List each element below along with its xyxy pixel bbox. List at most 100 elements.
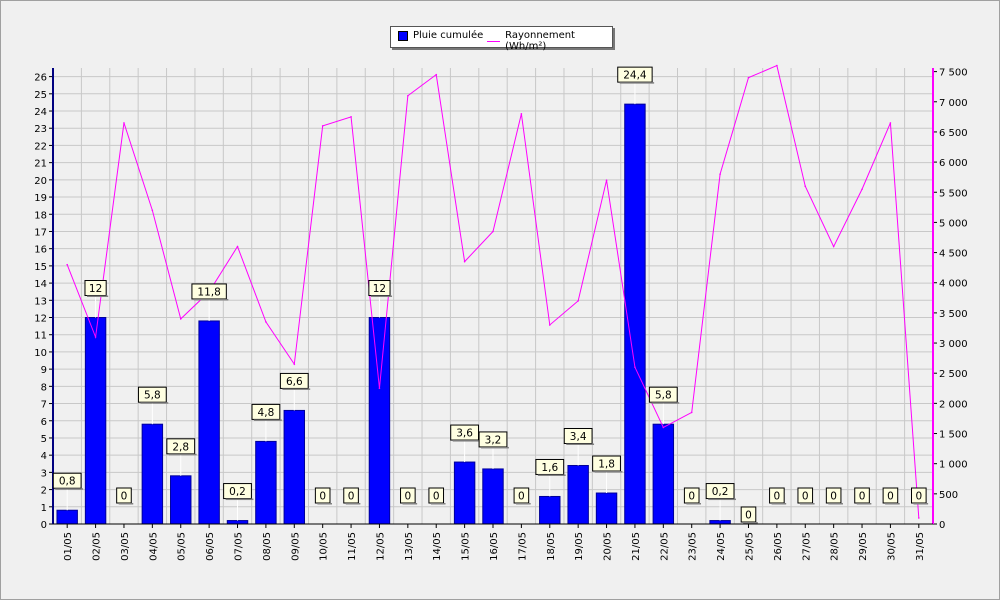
bar-value-label: 0 <box>745 510 752 522</box>
x-tick-label: 04/05 <box>148 532 159 561</box>
rain-bar <box>84 317 107 525</box>
y-right-tick-label: 1 000 <box>939 460 968 471</box>
bar-value-label-shadow <box>345 503 361 505</box>
bar-value-label-shadow <box>370 295 393 298</box>
bar-value-label: 3,2 <box>485 434 502 446</box>
rain-bar <box>709 520 731 525</box>
x-tick-label: 22/05 <box>659 532 670 561</box>
radiation-point <box>548 324 551 326</box>
bar-value-label-shadow <box>168 453 197 456</box>
x-tick-label: 03/05 <box>120 532 131 561</box>
bar-value-label-shadow <box>913 503 929 505</box>
x-tick-label: 30/05 <box>886 532 897 561</box>
radiation-point <box>179 318 182 320</box>
legend-line-swatch <box>487 40 501 42</box>
bar-value-label: 3,6 <box>456 428 473 440</box>
bar-value-label-shadow <box>282 388 311 390</box>
bar-value-label-shadow <box>619 82 655 84</box>
bar-value-label-shadow <box>516 503 531 505</box>
radiation-point <box>861 188 863 191</box>
rain-bar <box>482 468 504 525</box>
bar-value-label-shadow <box>594 471 623 473</box>
bar-value-label: 0,2 <box>712 486 729 498</box>
y-left-tick-label: 20 <box>34 176 47 187</box>
bar-value-label: 4,8 <box>258 407 275 419</box>
radiation-point <box>690 411 693 414</box>
y-left-tick-label: 5 <box>41 434 47 445</box>
rain-bar <box>226 520 249 525</box>
radiation-point <box>492 230 494 233</box>
bar-value-label-shadow <box>771 503 787 505</box>
bar-value-label: 0 <box>774 491 781 503</box>
bar-value-label: 0 <box>887 491 894 503</box>
y-right-tick-label: 3 000 <box>939 339 968 350</box>
bar-value-label: 6,6 <box>286 376 303 388</box>
y-right-tick-label: 7 000 <box>939 98 968 109</box>
y-right-tick-label: 5 500 <box>939 188 968 199</box>
radiation-point <box>407 94 409 97</box>
radiation-point <box>719 173 721 175</box>
y-right-tick-label: 4 500 <box>939 249 968 260</box>
x-tick-label: 31/05 <box>915 532 926 561</box>
bar-value-label: 0,8 <box>59 476 76 488</box>
radiation-point <box>605 179 608 181</box>
bar-value-label: 12 <box>373 283 386 295</box>
y-left-tick-label: 26 <box>34 73 47 84</box>
bar-value-label-shadow <box>686 503 702 505</box>
y-left-tick-label: 21 <box>34 159 47 170</box>
bar-value-label: 0 <box>688 491 695 503</box>
radiation-point <box>520 113 523 115</box>
rain-bar <box>170 475 192 525</box>
radiation-point <box>378 387 381 390</box>
bar-value-label: 0 <box>121 491 128 503</box>
y-left-tick-label: 25 <box>34 90 47 101</box>
y-right-tick-label: 2 500 <box>939 369 968 380</box>
x-tick-label: 09/05 <box>290 532 301 561</box>
x-tick-label: 27/05 <box>801 532 812 561</box>
y-left-tick-label: 16 <box>34 245 47 256</box>
y-left-tick-label: 12 <box>34 314 47 325</box>
rain-bar <box>255 440 277 525</box>
radiation-point <box>577 300 579 302</box>
rain-bar <box>453 461 476 525</box>
bar-value-label: 0 <box>859 491 866 503</box>
radiation-point <box>66 263 68 266</box>
legend-item-rain: Pluie cumulée <box>398 30 483 41</box>
y-left-tick-label: 8 <box>41 382 47 393</box>
radiation-point <box>776 64 778 67</box>
bar-value-label: 3,4 <box>570 431 587 443</box>
radiation-point <box>634 366 636 368</box>
y-left-tick-label: 6 <box>41 417 47 428</box>
y-right-tick-label: 500 <box>939 490 958 501</box>
radiation-point <box>918 517 920 519</box>
radiation-point <box>265 321 267 323</box>
rain-bar <box>595 492 618 525</box>
bar-value-label-shadow <box>481 446 509 449</box>
bar-value-label-shadow <box>856 503 872 505</box>
y-right-tick-label: 5 000 <box>939 218 968 229</box>
radiation-point <box>889 122 892 124</box>
y-left-tick-label: 18 <box>34 210 47 221</box>
x-tick-label: 08/05 <box>262 532 273 561</box>
radiation-point <box>94 336 97 338</box>
legend-item-radiation: Rayonnement (Wh/m²) <box>487 30 612 52</box>
radiation-point <box>236 245 239 248</box>
y-left-tick-label: 4 <box>41 451 47 462</box>
bar-value-label: 0,2 <box>229 486 246 498</box>
y-left-tick-label: 19 <box>34 193 47 204</box>
bar-value-label-shadow <box>193 298 229 301</box>
bar-value-label: 1,6 <box>541 462 558 474</box>
x-tick-label: 24/05 <box>716 532 727 561</box>
bar-value-label: 0 <box>404 491 411 503</box>
y-left-tick-label: 7 <box>41 400 47 411</box>
y-left-tick-label: 24 <box>34 107 47 118</box>
y-left-tick-label: 9 <box>41 365 47 376</box>
bar-value-label-shadow <box>402 503 418 505</box>
bar-value-label: 5,8 <box>655 390 672 402</box>
bar-value-label-shadow <box>140 402 169 404</box>
x-tick-label: 11/05 <box>347 532 358 561</box>
bar-value-label-shadow <box>118 503 134 505</box>
x-tick-label: 17/05 <box>517 532 528 561</box>
radiation-point <box>123 122 125 124</box>
y-left-tick-label: 22 <box>34 141 47 152</box>
